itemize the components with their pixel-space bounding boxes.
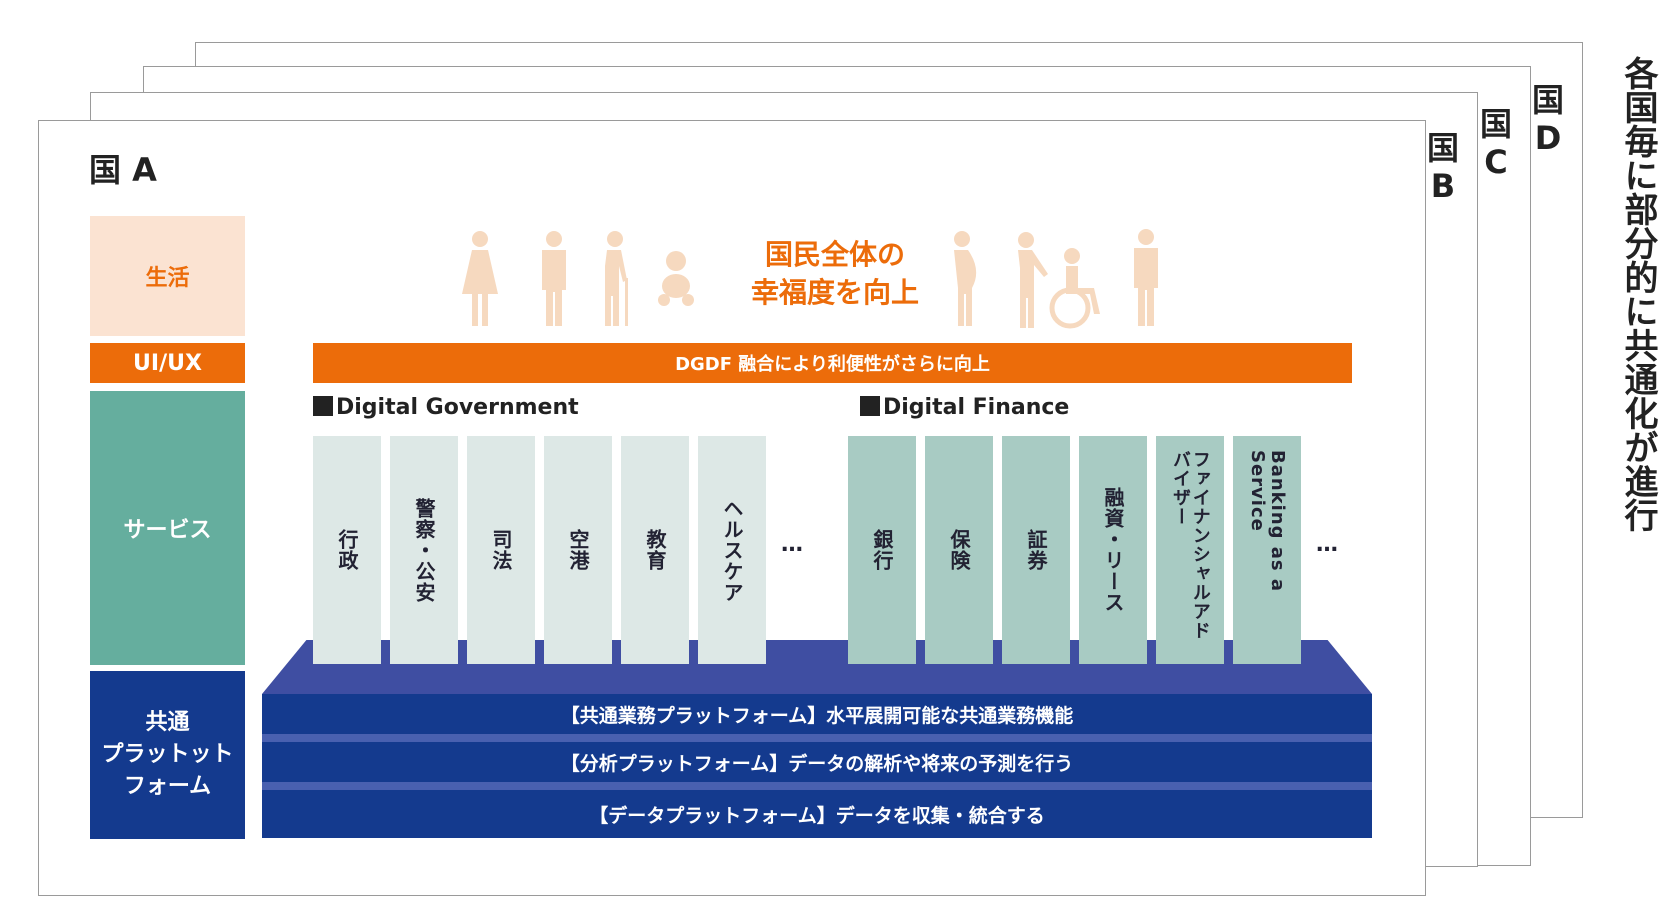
square-bullet-icon <box>313 396 333 416</box>
man-icon <box>542 231 566 326</box>
service-pillar-fin-4: 融資・リース <box>1079 436 1147 664</box>
service-pillar-fin-3: 証券 <box>1002 436 1070 664</box>
common-label-line-3: フォーム <box>123 773 212 799</box>
service-pillar-fin-5: ファイナンシャルアドバイザー <box>1156 436 1224 664</box>
service-pillar-gov-4: 空港 <box>544 436 612 664</box>
service-pillar-fin-2: 保険 <box>925 436 993 664</box>
layer-edge <box>262 734 1372 742</box>
layer-edge <box>262 782 1372 790</box>
country-a-label: 国 A <box>89 151 157 189</box>
platform-layer-data: 【データプラットフォーム】データを収集・統合する <box>262 790 1372 838</box>
country-c-label: 国 C <box>1479 105 1512 182</box>
elderly-person-icon <box>605 231 628 326</box>
layer-label-life: 生活 <box>90 216 245 336</box>
platform-layer-analytics: 【分析プラットフォーム】データの解析や将来の予測を行う <box>262 742 1372 782</box>
common-label-line-1: 共通 <box>145 710 190 736</box>
service-pillar-gov-1: 行政 <box>313 436 381 664</box>
section-title-government: Digital Government <box>313 395 579 420</box>
service-pillar-gov-6: ヘルスケア <box>698 436 766 664</box>
layer-label-uiux: UI/UX <box>90 343 245 383</box>
woman-icon <box>462 231 498 326</box>
headline-line-2: 幸福度を向上 <box>750 275 919 309</box>
caregiver-wheelchair-icon <box>1018 232 1100 329</box>
uiux-bar: DGDF 融合により利便性がさらに向上 <box>313 343 1352 383</box>
square-bullet-icon <box>860 396 880 416</box>
man-icon-right <box>1134 229 1158 326</box>
pregnant-woman-icon <box>954 231 977 326</box>
service-pillar-gov-5: 教育 <box>621 436 689 664</box>
service-pillar-fin-1: 銀行 <box>848 436 916 664</box>
country-b-label: 国 B <box>1426 129 1459 206</box>
service-pillar-fin-6: Banking as a Service <box>1233 436 1301 664</box>
service-pillar-gov-2: 警察・公安 <box>390 436 458 664</box>
common-label-line-2: プラットット <box>101 742 234 768</box>
ellipsis-finance: … <box>1316 532 1342 557</box>
ellipsis-government: … <box>781 532 807 557</box>
layer-label-common-platform: 共通 プラットット フォーム <box>90 671 245 839</box>
baby-icon <box>658 251 694 306</box>
service-pillar-gov-3: 司法 <box>467 436 535 664</box>
layer-label-service: サービス <box>90 391 245 665</box>
side-note: 各国毎に部分的に共通化が進行 <box>1618 56 1658 532</box>
section-title-finance: Digital Finance <box>860 395 1069 420</box>
headline-line-1: 国民全体の <box>764 238 905 271</box>
country-d-label: 国 D <box>1531 81 1564 158</box>
headline: 国民全体の 幸福度を向上 <box>700 236 970 312</box>
platform-layer-business: 【共通業務プラットフォーム】水平展開可能な共通業務機能 <box>262 694 1372 734</box>
